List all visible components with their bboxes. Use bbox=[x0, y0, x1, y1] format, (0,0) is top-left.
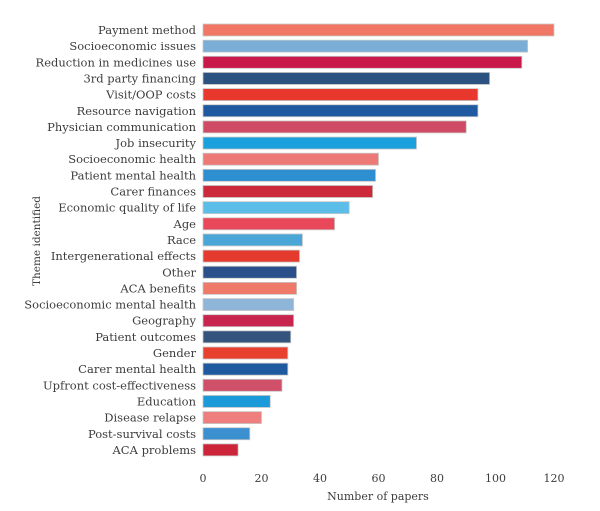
category-label: Upfront cost-effectiveness bbox=[43, 378, 196, 392]
category-label: Post-survival costs bbox=[88, 427, 196, 441]
category-label: ACA problems bbox=[112, 443, 197, 457]
x-tick-labels: 0 20 40 60 80 100 120 bbox=[200, 472, 565, 485]
x-axis-title: Number of papers bbox=[327, 490, 429, 503]
category-label: ACA benefits bbox=[119, 281, 196, 295]
category-labels: Payment method Socioeconomic issues Reduct… bbox=[24, 23, 196, 457]
bar-14 bbox=[202, 249, 300, 263]
category-label: Socioeconomic mental health bbox=[24, 298, 196, 312]
bar-5 bbox=[202, 104, 479, 118]
category-label: Age bbox=[173, 217, 197, 231]
bar-4 bbox=[202, 88, 479, 101]
x-tick-label: 100 bbox=[485, 472, 506, 485]
bar-21 bbox=[202, 362, 289, 376]
category-label: Other bbox=[162, 265, 196, 279]
category-label: Geography bbox=[132, 314, 196, 328]
bars-layer bbox=[202, 23, 555, 457]
bar-16 bbox=[202, 281, 297, 295]
x-tick-label: 40 bbox=[313, 472, 327, 485]
bar-1 bbox=[202, 39, 529, 53]
category-label: Gender bbox=[153, 346, 197, 360]
bar-22 bbox=[202, 378, 283, 392]
bar-20 bbox=[202, 346, 289, 360]
category-label: Socioeconomic issues bbox=[69, 39, 196, 53]
x-tick-label: 20 bbox=[255, 472, 269, 485]
bar-24 bbox=[202, 411, 262, 425]
bar-9 bbox=[202, 168, 376, 182]
bar-3 bbox=[202, 72, 491, 85]
x-tick-label: 80 bbox=[430, 472, 444, 485]
y-axis-title: Theme identified bbox=[31, 196, 43, 286]
category-label: Reduction in medicines use bbox=[36, 55, 197, 69]
bar-13 bbox=[202, 233, 303, 247]
category-label: Carer mental health bbox=[78, 362, 196, 376]
category-label: Patient outcomes bbox=[95, 330, 196, 344]
bar-26 bbox=[202, 443, 239, 457]
category-label: Race bbox=[167, 233, 196, 247]
x-tick-label: 0 bbox=[200, 472, 207, 485]
category-label: Physician communication bbox=[47, 120, 196, 134]
bar-18 bbox=[202, 314, 295, 328]
bar-12 bbox=[202, 217, 336, 231]
category-label: Patient mental health bbox=[70, 168, 196, 182]
bar-6 bbox=[202, 120, 467, 134]
category-label: 3rd party financing bbox=[83, 71, 196, 85]
bar-2 bbox=[202, 55, 523, 69]
bar-11 bbox=[202, 201, 350, 215]
category-label: Job insecurity bbox=[115, 136, 197, 150]
category-label: Education bbox=[137, 394, 197, 408]
bar-15 bbox=[202, 265, 297, 279]
x-tick-label: 120 bbox=[544, 472, 565, 485]
bar-8 bbox=[202, 152, 379, 166]
category-label: Carer finances bbox=[110, 185, 196, 199]
bar-25 bbox=[202, 427, 251, 441]
bar-10 bbox=[202, 185, 374, 198]
category-label: Intergenerational effects bbox=[51, 249, 196, 263]
category-label: Payment method bbox=[98, 23, 197, 37]
category-label: Visit/OOP costs bbox=[105, 88, 196, 102]
category-label: Resource navigation bbox=[77, 104, 197, 118]
bar-0 bbox=[202, 23, 555, 37]
category-label: Disease relapse bbox=[104, 411, 196, 425]
category-label: Economic quality of life bbox=[58, 201, 196, 215]
bar-7 bbox=[202, 136, 417, 150]
bar-23 bbox=[202, 395, 271, 408]
bar-19 bbox=[202, 330, 292, 344]
bar-17 bbox=[202, 298, 295, 311]
x-tick-label: 60 bbox=[372, 472, 386, 485]
category-label: Socioeconomic health bbox=[68, 152, 196, 166]
